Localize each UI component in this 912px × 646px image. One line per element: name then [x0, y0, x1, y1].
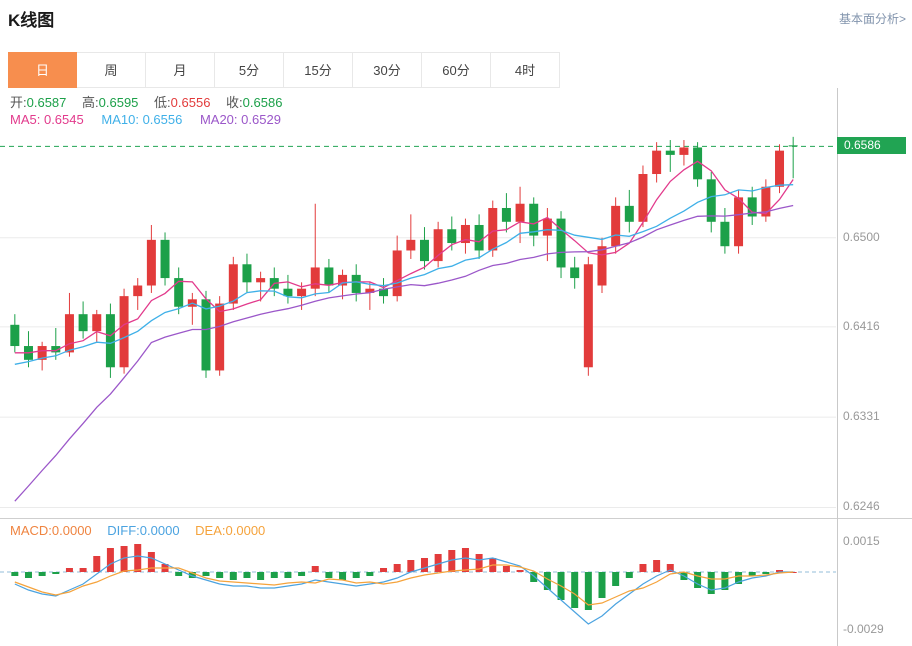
close-label: 收:: [226, 95, 243, 110]
dea-value: 0.0000: [225, 523, 266, 538]
tab-60min[interactable]: 60分: [422, 52, 491, 88]
ohlc-readout: 开:0.6587 高:0.6595 低:0.6556 收:0.6586: [10, 92, 294, 111]
high-label: 高:: [82, 95, 99, 110]
timeframe-tabs: 日 周 月 5分 15分 30分 60分 4时: [8, 52, 560, 88]
panel-divider: [0, 518, 912, 519]
ma10-label: MA10:: [101, 112, 139, 127]
tab-week[interactable]: 周: [77, 52, 146, 88]
current-price-tag: 0.6586: [837, 137, 906, 155]
price-tick: 0.6416: [843, 318, 880, 333]
price-axis-line: [837, 88, 838, 646]
macd-chart[interactable]: [0, 520, 836, 646]
open-label: 开:: [10, 95, 27, 110]
diff-label: DIFF:: [107, 523, 140, 538]
macd-readout: MACD:0.0000 DIFF:0.0000 DEA:0.0000: [10, 523, 277, 538]
tab-day[interactable]: 日: [8, 52, 77, 88]
macd-label: MACD:: [10, 523, 52, 538]
price-tick: 0.6331: [843, 409, 880, 424]
dea-label: DEA:: [195, 523, 226, 538]
macd-value: 0.0000: [51, 523, 92, 538]
open-value: 0.6587: [26, 95, 67, 110]
page-title: K线图: [8, 11, 55, 30]
diff-value: 0.0000: [139, 523, 180, 538]
close-value: 0.6586: [242, 95, 283, 110]
tab-4hour[interactable]: 4时: [491, 52, 560, 88]
ma5-label: MA5:: [10, 112, 41, 127]
tab-30min[interactable]: 30分: [353, 52, 422, 88]
price-tick: 0.6500: [843, 229, 880, 244]
price-tick: 0.6246: [843, 499, 880, 514]
fundamental-analysis-link[interactable]: 基本面分析>: [838, 12, 906, 26]
tab-15min[interactable]: 15分: [284, 52, 353, 88]
ma5-value: 0.6545: [43, 112, 84, 127]
ma20-label: MA20:: [199, 112, 238, 127]
tab-5min[interactable]: 5分: [215, 52, 284, 88]
macd-tick: -0.0029: [843, 622, 884, 636]
macd-tick: 0.0015: [843, 534, 880, 548]
tab-month[interactable]: 月: [146, 52, 215, 88]
high-value: 0.6595: [98, 95, 139, 110]
ma-readout: MA5: 0.6545 MA10: 0.6556 MA20: 0.6529: [10, 112, 295, 127]
ma20-value: 0.6529: [241, 112, 281, 127]
ma10-value: 0.6556: [142, 112, 183, 127]
low-value: 0.6556: [170, 95, 211, 110]
low-label: 低:: [154, 95, 171, 110]
candlestick-chart[interactable]: [0, 88, 836, 518]
